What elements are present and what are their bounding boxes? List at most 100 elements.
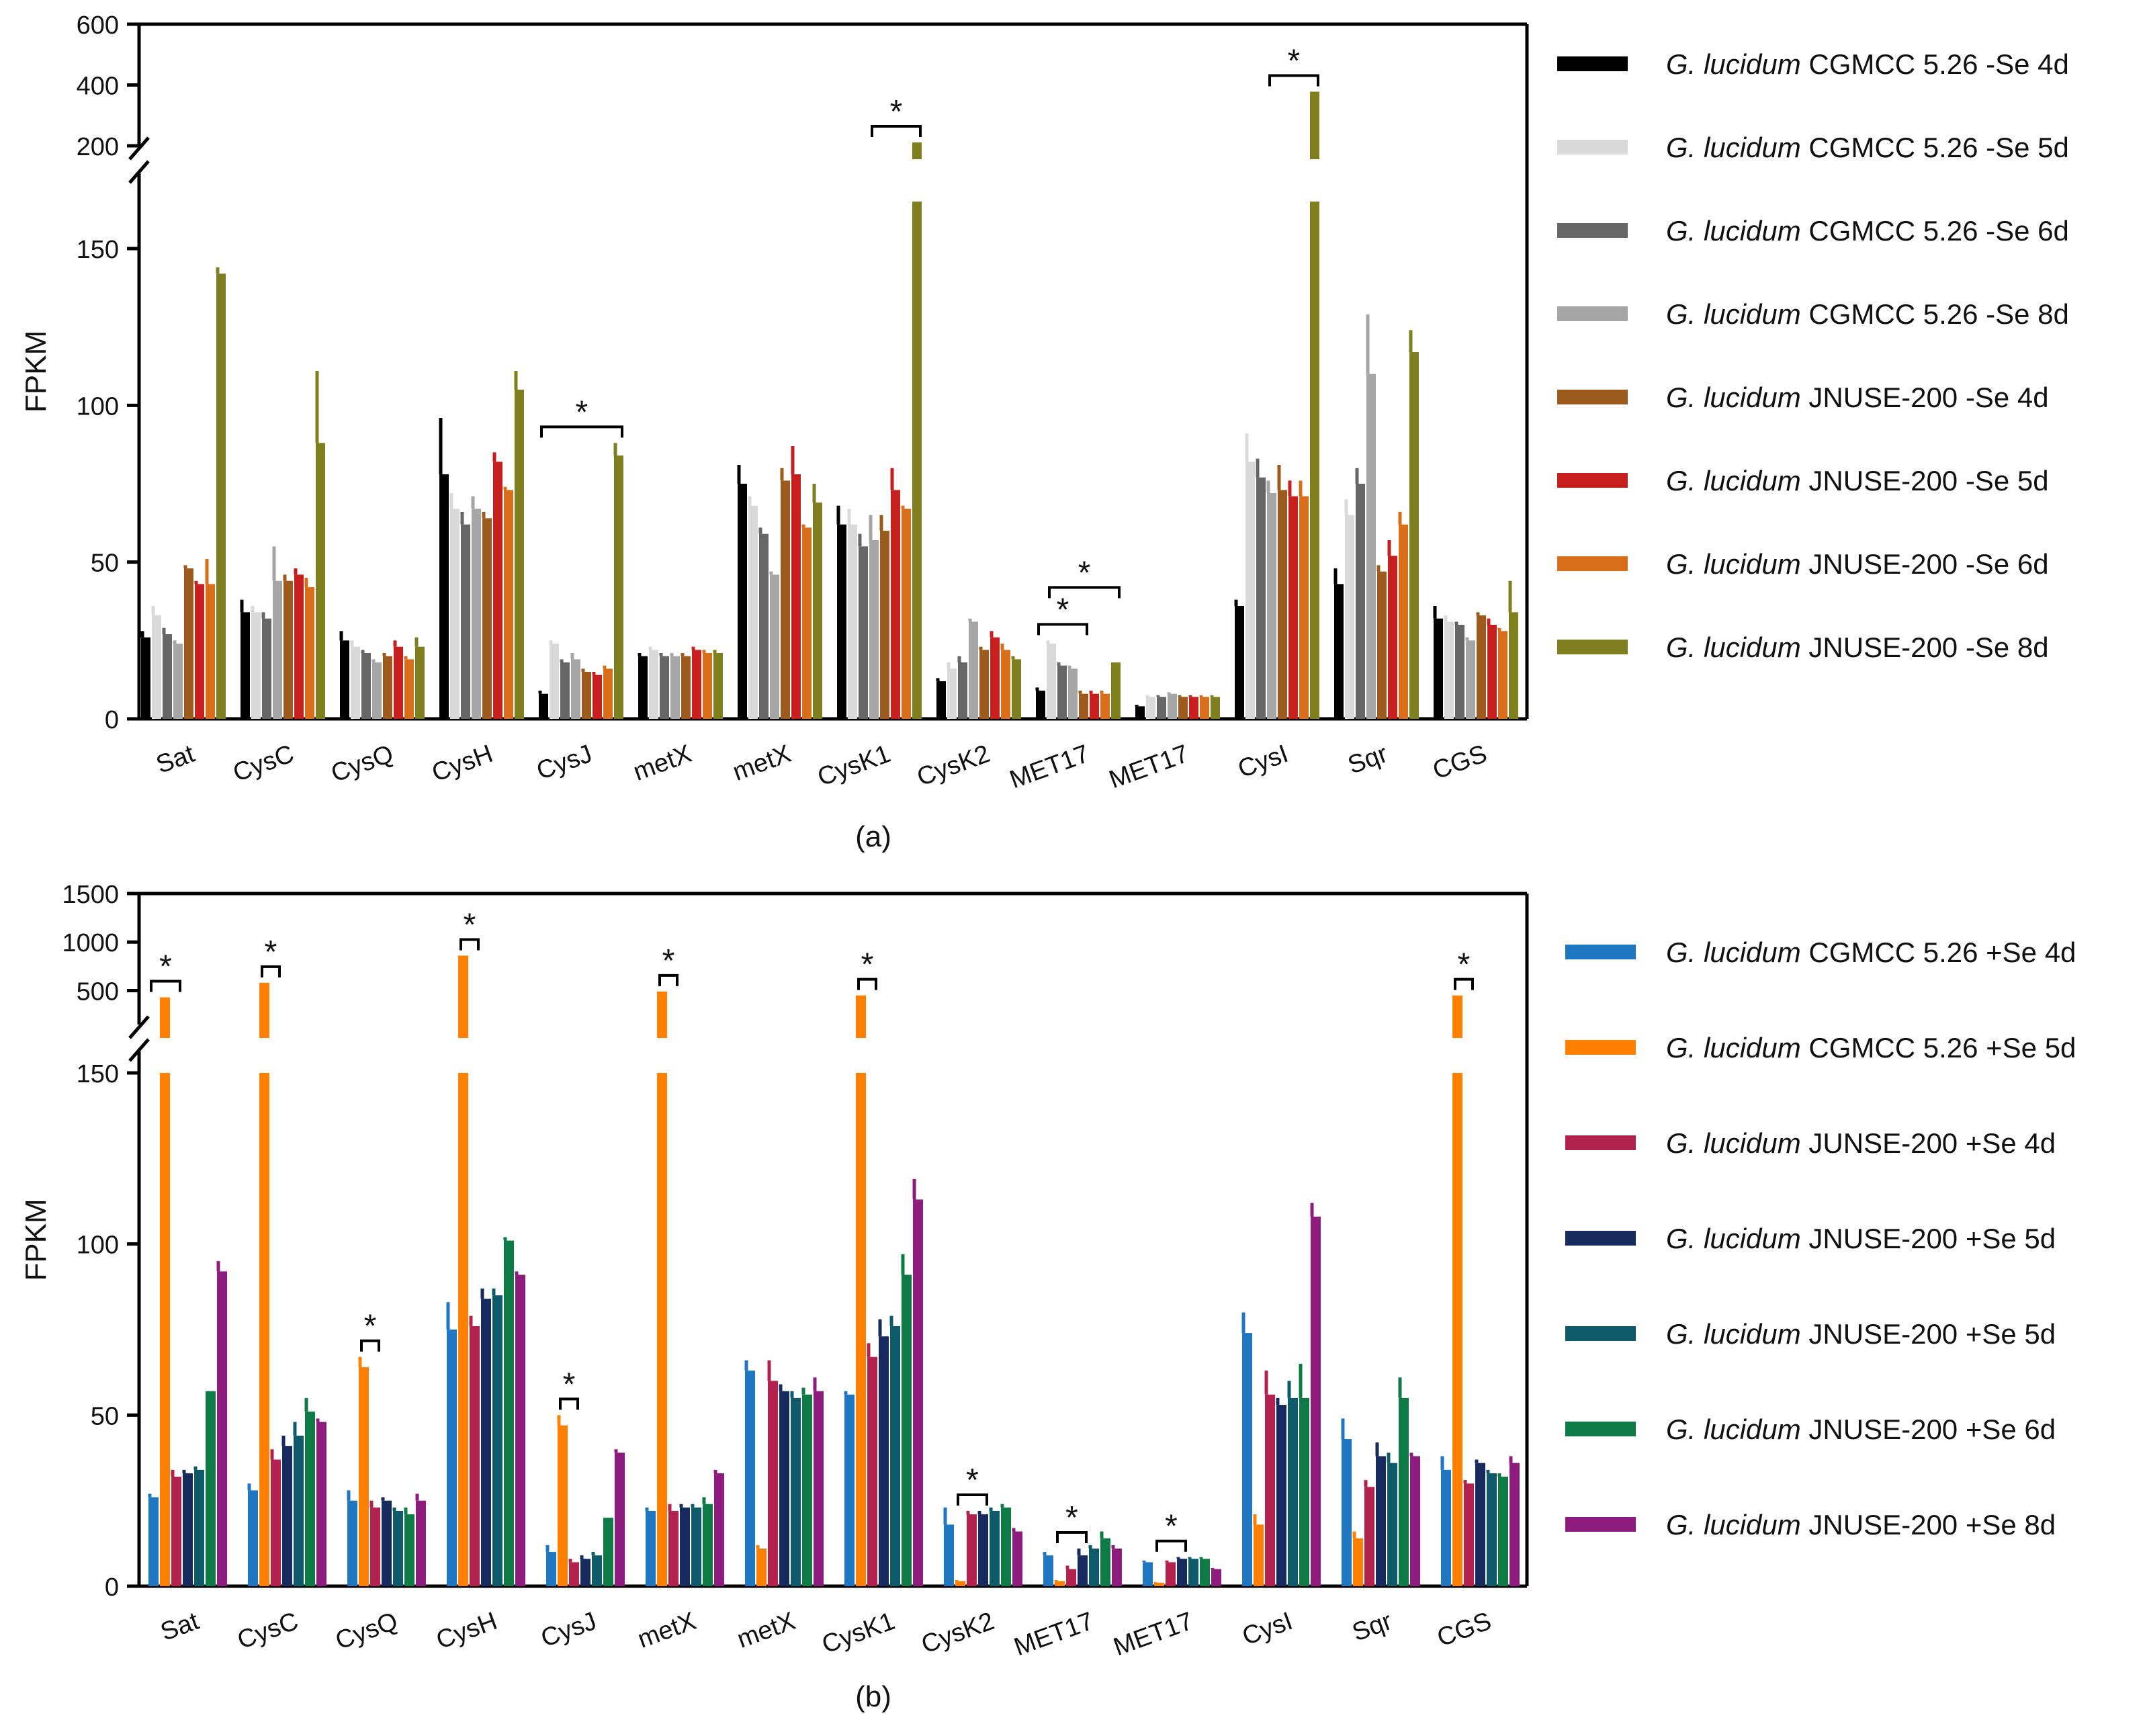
x-tick-label: CysK1 (818, 1607, 899, 1659)
bar (504, 490, 513, 719)
bar (1245, 462, 1255, 719)
legend-label-strain: JNUSE-200 +Se 5d (1801, 1318, 2056, 1350)
bar (504, 1240, 514, 1586)
bar (492, 1295, 502, 1586)
x-tick-label: MET17 (1010, 1607, 1097, 1661)
bar (768, 1381, 778, 1586)
bar (1276, 1405, 1286, 1586)
bar (359, 1367, 369, 1586)
bar (978, 1514, 988, 1586)
legend-label-strain: CGMCC 5.26 -Se 6d (1801, 215, 2069, 247)
significance-bracket (459, 938, 480, 951)
legend-label-species: G. lucidum (1666, 1032, 1801, 1064)
bar (404, 659, 414, 719)
bar (216, 273, 226, 719)
legend-label-strain: JNUSE-200 -Se 4d (1801, 382, 2049, 413)
bar (1509, 612, 1518, 719)
bar (660, 656, 669, 719)
x-tick-label: Sat (157, 1607, 203, 1647)
bar (1487, 625, 1497, 719)
legend-label-species: G. lucidum (1666, 382, 1801, 413)
legend-label: G. lucidum JNUSE-200 -Se 4d (1666, 382, 2049, 413)
bar (1399, 1397, 1409, 1586)
bar (890, 1326, 900, 1586)
significance-bracket (261, 965, 281, 978)
bar (1356, 484, 1365, 719)
y-tick-label: 200 (77, 133, 119, 161)
bar (756, 1548, 767, 1586)
legend-label-strain: JNUSE-200 -Se 8d (1801, 632, 2049, 663)
x-tick-label: metX (729, 740, 795, 787)
bar (1455, 625, 1464, 719)
bar (802, 527, 812, 719)
bar (1043, 1555, 1053, 1586)
legend-label: G. lucidum CGMCC 5.26 -Se 5d (1666, 132, 2069, 163)
significance-bracket (658, 973, 678, 986)
legend-label-species: G. lucidum (1666, 1223, 1801, 1254)
significance-star: * (1458, 947, 1471, 983)
legend-label: G. lucidum JNUSE-200 +Se 8d (1666, 1509, 2056, 1540)
bar (1377, 571, 1387, 719)
significance-star: * (1065, 1500, 1078, 1536)
bar (670, 656, 680, 719)
bar (1441, 1469, 1451, 1586)
bar (248, 1490, 258, 1586)
bar (969, 621, 978, 719)
bar (493, 462, 502, 719)
bar (1345, 515, 1354, 719)
bar (848, 524, 857, 719)
bar (450, 509, 459, 719)
bar (944, 1524, 954, 1586)
legend-swatch (1565, 1135, 1636, 1150)
bar (714, 1473, 724, 1586)
bar (251, 612, 261, 719)
y-tick-label: 0 (105, 706, 119, 734)
bar (1057, 665, 1067, 719)
bar (361, 653, 371, 719)
bar (657, 1073, 667, 1586)
bar (745, 1371, 755, 1586)
significance-star: * (576, 394, 588, 430)
y-tick-label: 150 (77, 1060, 119, 1088)
bar (415, 646, 425, 719)
bar (184, 568, 193, 719)
bar (546, 1552, 556, 1586)
bar (347, 1500, 357, 1586)
bar (1399, 524, 1408, 719)
significance-bracket (360, 1339, 380, 1352)
legend-label-strain: CGMCC 5.26 +Se 5d (1801, 1032, 2076, 1064)
bar-upper-segment (160, 997, 170, 1038)
bar (1001, 1507, 1011, 1586)
legend-label-species: G. lucidum (1666, 1509, 1801, 1540)
legend-label: G. lucidum JNUSE-200 +Se 5d (1666, 1318, 2056, 1350)
axis-break-mark-lower (128, 160, 150, 184)
legend-label-species: G. lucidum (1666, 298, 1801, 330)
bar (404, 1514, 414, 1586)
y-tick-label: 1500 (62, 881, 119, 909)
bar (1254, 1524, 1264, 1586)
bar (515, 390, 524, 719)
x-tick-label: MET17 (1006, 740, 1093, 794)
x-tick-label: CysK1 (814, 740, 895, 792)
bar (867, 1356, 877, 1586)
significance-star: * (364, 1309, 377, 1344)
bar (194, 1469, 204, 1586)
bar (550, 644, 559, 719)
bar (206, 1391, 216, 1586)
bar (837, 524, 846, 719)
bar (240, 612, 250, 719)
bar (748, 505, 758, 719)
bar (481, 1299, 491, 1586)
bar (1265, 1394, 1275, 1586)
y-tick-label: 0 (105, 1573, 119, 1602)
x-tick-label: Sqr (1349, 1607, 1396, 1647)
bar (1366, 374, 1376, 719)
legend-label-strain: CGMCC 5.26 -Se 5d (1801, 132, 2069, 163)
legend-label: G. lucidum JNUSE-200 -Se 6d (1666, 548, 2049, 580)
bar (990, 637, 1000, 719)
legend-swatch (1557, 473, 1628, 488)
bar (891, 490, 900, 719)
x-tick-label: CysH (428, 740, 496, 787)
legend-label-species: G. lucidum (1666, 465, 1801, 496)
